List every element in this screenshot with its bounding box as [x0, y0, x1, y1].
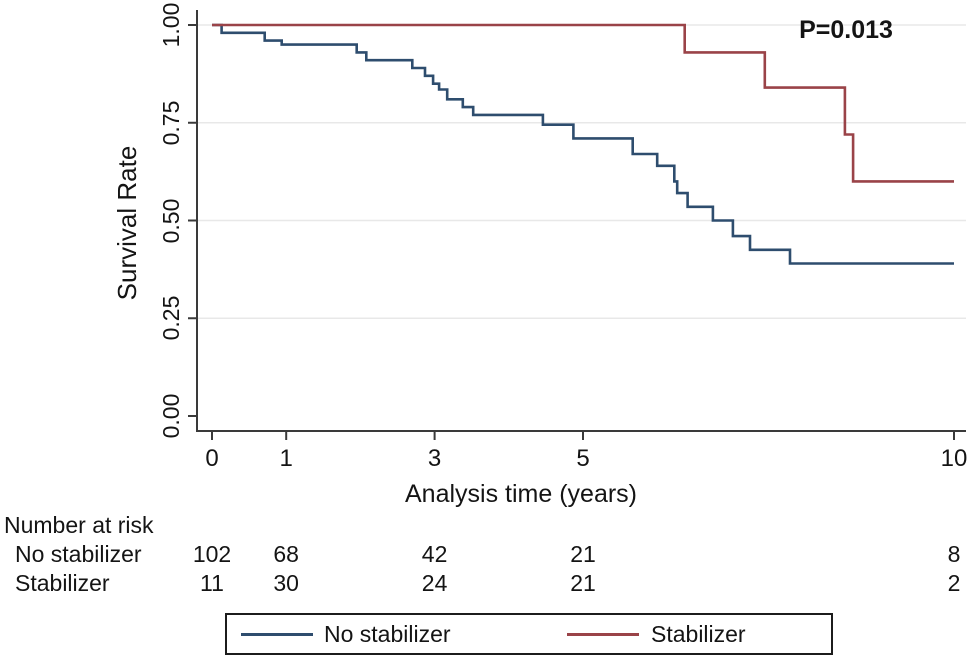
- x-axis-title: Analysis time (years): [405, 480, 637, 508]
- number-at-risk-title: Number at risk: [4, 512, 154, 538]
- risk-value: 21: [570, 541, 596, 567]
- y-tick-label: 0.00: [158, 393, 184, 439]
- risk-value: 42: [421, 541, 448, 567]
- risk-row-label-no-stabilizer: No stabilizer: [15, 541, 142, 567]
- survival-curve-no-stabilizer: [212, 23, 954, 265]
- y-tick-label: 0.50: [158, 198, 184, 243]
- legend-label-stabilizer: Stabilizer: [651, 621, 746, 647]
- risk-value: 30: [273, 570, 299, 596]
- p-value-annotation: P=0.013: [799, 16, 893, 44]
- risk-value: 2: [947, 570, 961, 596]
- legend-label-no-stabilizer: No stabilizer: [324, 621, 451, 647]
- y-tick-label: 0.25: [158, 295, 184, 341]
- risk-value: 24: [421, 570, 448, 596]
- risk-value: 11: [200, 570, 224, 596]
- legend-line-no-stabilizer: [241, 633, 313, 636]
- x-tick-label: 3: [427, 445, 442, 472]
- risk-value: 102: [192, 541, 232, 567]
- risk-row-label-stabilizer: Stabilizer: [15, 570, 110, 596]
- x-tick-label: 5: [576, 445, 590, 472]
- y-axis-title: Survival Rate: [112, 145, 142, 301]
- legend-box: No stabilizer Stabilizer: [225, 613, 833, 655]
- risk-value: 68: [273, 541, 299, 567]
- x-tick-label: 1: [279, 445, 293, 472]
- y-tick-label: 1.00: [158, 2, 184, 48]
- y-tick-label: 0.75: [158, 100, 184, 146]
- survival-curve-stabilizer: [212, 23, 954, 183]
- legend-line-stabilizer: [567, 633, 639, 636]
- x-tick-label: 10: [940, 445, 968, 472]
- risk-value: 8: [947, 541, 961, 567]
- x-tick-label: 0: [205, 445, 219, 472]
- risk-value: 21: [570, 570, 596, 596]
